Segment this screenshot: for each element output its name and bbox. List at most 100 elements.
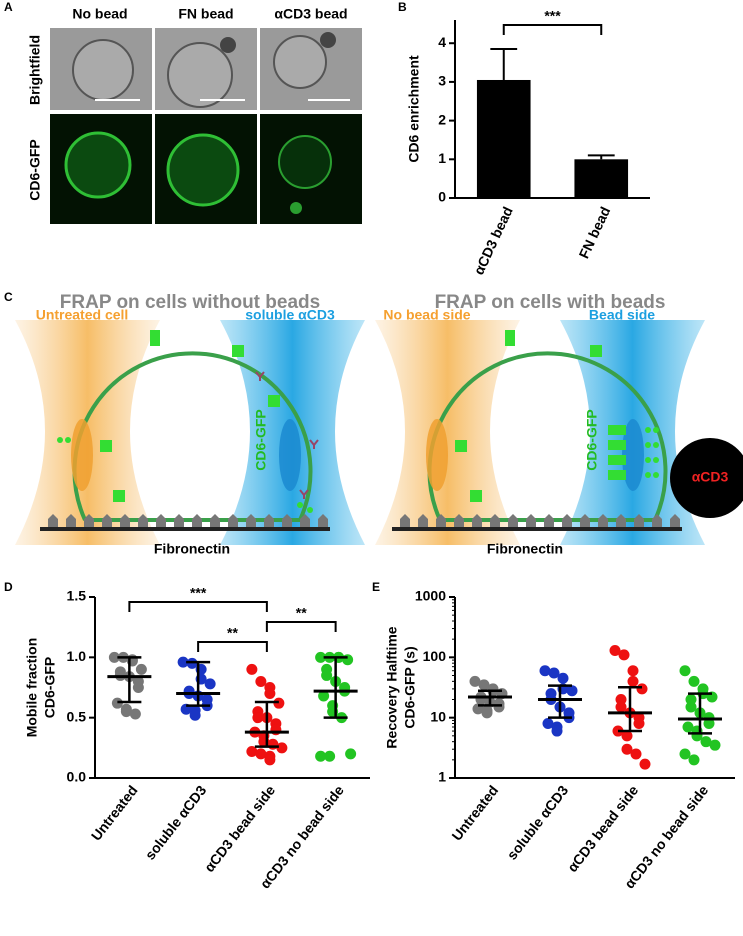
data-point — [108, 651, 120, 663]
data-point — [255, 675, 267, 687]
fibronectin-unit — [192, 514, 202, 527]
fibronectin-unit — [508, 514, 518, 527]
data-point — [685, 701, 697, 713]
fibronectin-unit — [138, 514, 148, 527]
data-point — [264, 754, 276, 766]
fibronectin-unit — [616, 514, 626, 527]
significance-bracket — [128, 601, 268, 612]
y-tick-label: 1.0 — [67, 648, 87, 664]
bleach-spot — [71, 419, 93, 491]
y-tick-label: 1 — [438, 769, 446, 785]
fibronectin-unit — [120, 514, 130, 527]
data-point — [627, 665, 639, 677]
fibronectin-unit — [102, 514, 112, 527]
fibronectin-unit — [210, 514, 220, 527]
y-tick-label: 1000 — [415, 588, 446, 604]
x-tick-label: Untreated — [448, 782, 501, 843]
cell-fluorescence — [278, 135, 332, 189]
y-tick-label: 2 — [438, 111, 446, 127]
fibronectin-unit — [652, 514, 662, 527]
y-tick-label: 1.5 — [67, 588, 87, 604]
data-point — [688, 675, 700, 687]
fibronectin-unit — [580, 514, 590, 527]
significance-label: ** — [227, 625, 238, 641]
y-tick-label: 10 — [430, 708, 446, 724]
data-point — [621, 743, 633, 755]
panel-a: No bead FN bead αCD3 bead Brightfield CD… — [27, 6, 362, 224]
data-point — [321, 669, 333, 681]
data-point — [688, 754, 700, 766]
label: CD6-GFP — [253, 409, 269, 470]
data-point — [633, 718, 645, 730]
diagram-title: FRAP on cells without beads — [60, 292, 320, 313]
data-point — [342, 654, 354, 666]
data-point — [177, 656, 189, 668]
bleach-spot — [279, 419, 301, 491]
significance-bracket — [265, 621, 337, 632]
data-point — [246, 745, 258, 757]
significance-bracket — [502, 24, 603, 35]
panel-letter: E — [372, 580, 380, 594]
data-point — [204, 678, 216, 690]
data-point — [703, 718, 715, 730]
panel-c: FRAP on cells without beads FRAP on cell… — [15, 292, 743, 557]
data-point — [132, 682, 144, 693]
fibronectin-unit — [174, 514, 184, 527]
cell-fluorescence — [290, 202, 302, 214]
label: soluble αCD3 — [245, 307, 335, 323]
x-tick-label: αCD3 bead side — [564, 782, 641, 875]
fibronectin-unit — [156, 514, 166, 527]
fibronectin-unit — [228, 514, 238, 527]
fibronectin-unit — [454, 514, 464, 527]
x-tick-label: soluble αCD3 — [504, 782, 572, 863]
bleach-spot — [426, 419, 448, 491]
fibronectin-unit — [300, 514, 310, 527]
label: Bead side — [589, 307, 655, 323]
y-axis-label: Recovery Halftime — [384, 626, 400, 748]
data-point — [615, 694, 627, 706]
data-point — [679, 748, 691, 760]
data-point — [276, 742, 288, 754]
y-axis-label: Mobile fraction — [24, 638, 40, 738]
data-point — [135, 663, 147, 675]
label: Fibronectin — [487, 541, 563, 557]
fibronectin-unit — [544, 514, 554, 527]
y-axis-label: CD6-GFP (s) — [402, 646, 418, 728]
data-point — [315, 651, 327, 663]
y-tick-label: 0.0 — [67, 769, 87, 785]
row-label: Brightfield — [27, 35, 43, 105]
data-point — [700, 736, 712, 748]
fibronectin-unit — [418, 514, 428, 527]
panel-letter: D — [4, 580, 13, 594]
fibronectin-unit — [598, 514, 608, 527]
data-point — [542, 718, 554, 730]
row-label: CD6-GFP — [27, 139, 43, 200]
data-point — [120, 706, 132, 718]
fibronectin-unit — [282, 514, 292, 527]
data-point — [615, 701, 627, 713]
data-point — [324, 750, 336, 762]
fibronectin-unit — [526, 514, 536, 527]
data-point — [679, 665, 691, 677]
fibronectin-unit — [246, 514, 256, 527]
y-tick-label: 0.5 — [67, 708, 87, 724]
data-point — [246, 663, 258, 675]
data-point — [252, 712, 264, 724]
data-point — [345, 748, 357, 760]
data-point — [709, 739, 721, 751]
bar — [476, 79, 531, 198]
fibronectin-unit — [634, 514, 644, 527]
fibronectin-unit — [400, 514, 410, 527]
fibronectin-unit — [48, 514, 58, 527]
y-axis-label: CD6-GFP — [42, 657, 58, 718]
laser-beam — [375, 320, 520, 545]
significance-label: ** — [296, 605, 307, 621]
cell — [273, 35, 327, 89]
fibronectin-unit — [84, 514, 94, 527]
y-tick-label: 1 — [438, 150, 446, 166]
bead — [670, 438, 743, 518]
x-tick-label: αCD3 bead — [470, 204, 515, 277]
fibronectin-unit — [436, 514, 446, 527]
fibronectin-unit — [318, 514, 328, 527]
